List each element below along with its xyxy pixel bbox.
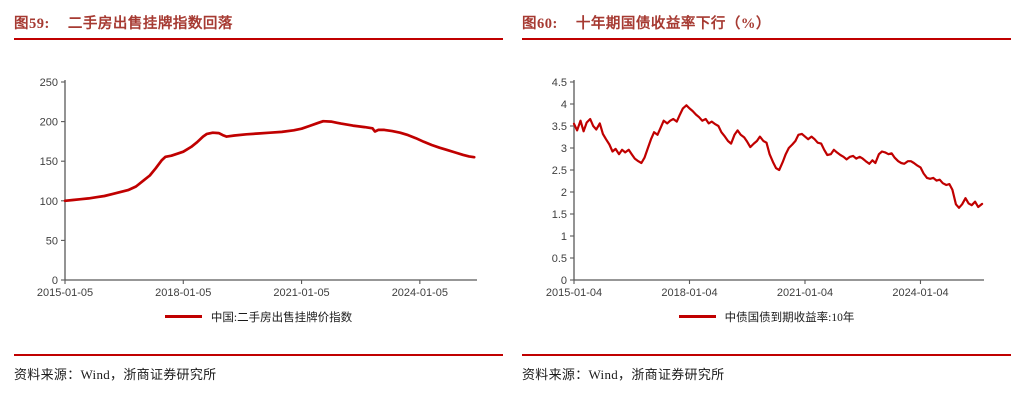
chart-canvas-fig60: 0 0.5 1 1.5 2 2.5 3 3.5 4 4.5 2015-01-04 2018-01-04… <box>546 77 984 299</box>
figure-59-title: 图59: 二手房出售挂牌指数回落 <box>14 12 503 32</box>
y-tick-label: 4 <box>561 99 567 111</box>
figure-59-source-divider <box>14 354 503 356</box>
figure-59-legend: 中国:二手房出售挂牌价指数 <box>14 309 503 324</box>
figure-60-legend: 中债国债到期收益率:10年 <box>522 309 1011 324</box>
y-tick-label: 250 <box>40 77 58 89</box>
figure-59-source-note: 资料来源：Wind，浙商证券研究所 <box>14 367 217 382</box>
figure-59-panel: 图59: 二手房出售挂牌指数回落 0 50 100 150 200 250 2015-01-… <box>14 12 503 383</box>
y-tick-label: 1.5 <box>552 209 567 221</box>
x-tick-label: 2015-01-04 <box>546 287 602 299</box>
figure-60-source-divider <box>522 354 1011 356</box>
figure-59-title-underline <box>14 38 503 40</box>
y-tick-label: 3.5 <box>552 121 567 133</box>
figure-60-title-underline <box>522 38 1011 40</box>
figure-60-legend-label: 中债国债到期收益率:10年 <box>724 311 855 324</box>
x-tick-label: 2015-01-05 <box>37 287 93 299</box>
y-tick-label: 2.5 <box>552 165 567 177</box>
y-tick-label: 0 <box>561 275 567 287</box>
y-tick-label: 200 <box>40 117 58 129</box>
y-tick-label: 50 <box>46 235 58 247</box>
x-tick-label: 2021-01-04 <box>777 287 833 299</box>
y-tick-label: 100 <box>40 196 58 208</box>
x-tick-label: 2018-01-04 <box>661 287 717 299</box>
figure-60-panel: 图60: 十年期国债收益率下行（%） 0 0.5 1 1.5 2 2.5 3 3.5 4 4.5 2… <box>522 12 1011 383</box>
report-figures-row: 图59: 二手房出售挂牌指数回落 0 50 100 150 200 250 2015-01-… <box>14 12 1011 383</box>
y-tick-label: 3 <box>561 143 567 155</box>
chart-canvas-fig59: 0 50 100 150 200 250 2015-01-05 2018-01-05 2021-… <box>37 77 477 299</box>
y-tick-label: 1 <box>561 231 567 243</box>
figure-59-title-text: 二手房出售挂牌指数回落 <box>67 16 233 32</box>
y-tick-label: 4.5 <box>552 77 567 89</box>
series-line <box>63 119 476 203</box>
x-tick-label: 2018-01-05 <box>155 287 211 299</box>
figure-60-title-text: 十年期国债收益率下行（%） <box>575 16 771 32</box>
x-tick-label: 2024-01-05 <box>392 287 448 299</box>
figure-59-legend-line-swatch <box>164 315 202 318</box>
figure-59-number: 图59: <box>14 16 50 32</box>
figure-59-legend-label: 中国:二手房出售挂牌价指数 <box>210 311 353 324</box>
figure-60-title: 图60: 十年期国债收益率下行（%） <box>522 12 1011 32</box>
x-tick-label: 2021-01-05 <box>273 287 329 299</box>
x-tick-label: 2024-01-04 <box>892 287 948 299</box>
series-line <box>572 104 984 209</box>
figure-60-number: 图60: <box>522 16 558 32</box>
figure-60-legend-line-swatch <box>678 315 716 318</box>
y-tick-label: 0 <box>52 275 58 287</box>
figure-60-source-note: 资料来源：Wind，浙商证券研究所 <box>522 367 725 382</box>
y-tick-label: 150 <box>40 156 58 168</box>
y-tick-label: 2 <box>561 187 567 199</box>
y-tick-label: 0.5 <box>552 253 567 265</box>
